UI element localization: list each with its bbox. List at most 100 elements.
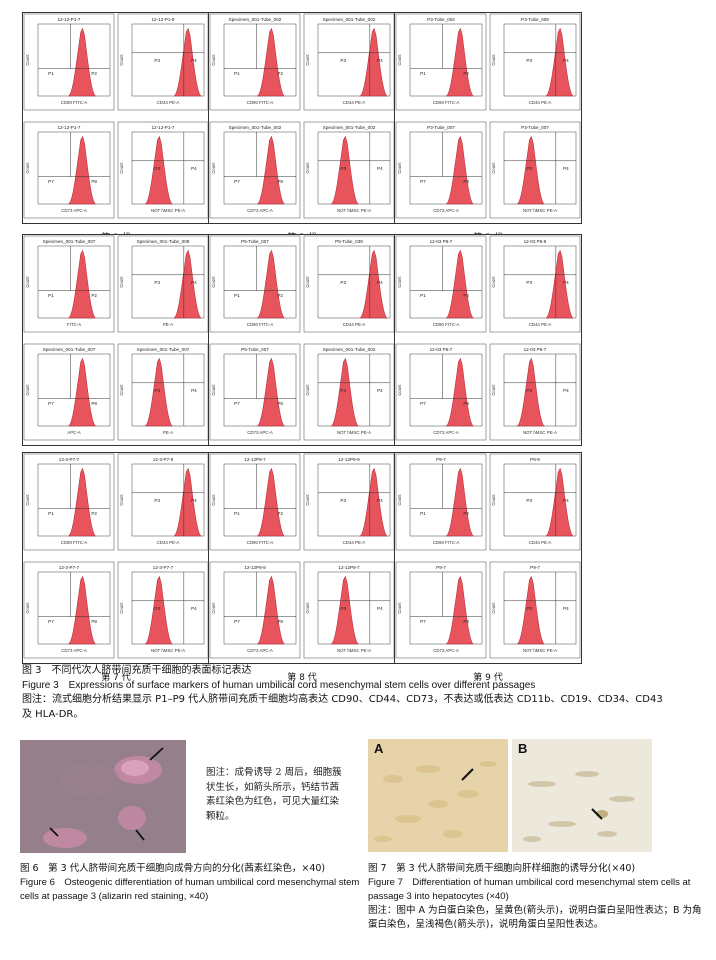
gate-label: P1 (420, 293, 426, 298)
histogram-peak (445, 249, 475, 319)
histogram-peak (516, 135, 546, 205)
histogram-panel: P9-7 Count NOT hMSC PE-A P3 P4 (489, 561, 581, 659)
histogram-panel: 12-12-P1-7 Count CD73 APC-A P7 P8 (23, 121, 115, 219)
panel-title: Specimen_001-Tube_007 (43, 347, 96, 352)
y-axis-label: Count (397, 494, 402, 506)
panel-title: Specimen_001-Tube_007 (43, 239, 96, 244)
x-axis-label: CD90 FITC-A (433, 540, 460, 545)
gate-label: P4 (563, 388, 569, 393)
gate-label: P7 (48, 619, 54, 624)
panel-title: Specimen_001-Tube_002 (323, 125, 376, 130)
panel-title: P9-9 (530, 457, 540, 462)
gate-label: P4 (563, 166, 569, 171)
histogram-peak (68, 249, 97, 319)
y-axis-label: Count (119, 494, 124, 506)
gate-label: P3 (154, 498, 160, 503)
panel-title: 12-12-P1-7 (152, 125, 175, 130)
gate-label: P4 (191, 606, 197, 611)
passage-8-histograms: 12-12P8-7 Count CD90 FITC-A P1 P2 12-12P8-9 Co… (208, 452, 396, 664)
gate-label: P4 (377, 498, 383, 503)
panel-title: P3-Tube_007 (521, 125, 549, 130)
x-axis-label: NOT hMSC PE-A (523, 208, 557, 213)
histogram-peak (545, 249, 574, 319)
gate-label: P4 (377, 280, 383, 285)
panel-title: P5-Tube_039 (335, 239, 363, 244)
histogram-panel: 12-3-P7-7 Count NOT hMSC PE-A P3 P4 (117, 561, 209, 659)
histogram-panel: 12-3-P7-7 Count CD73 APC-A P7 P8 (23, 561, 115, 659)
gate-label: P8 (463, 401, 469, 406)
x-axis-label: CD44 PE-A (343, 322, 366, 327)
x-axis-label: PE-A (163, 322, 173, 327)
figure7-title-en: Figure 7 Differentiation of human umbili… (368, 877, 691, 902)
x-axis-label: CD73 APC-A (61, 208, 87, 213)
gate-label: P3 (340, 388, 346, 393)
gate-label: P3 (526, 388, 532, 393)
gate-label: P3 (340, 498, 346, 503)
albumin-stain-photo: A (368, 739, 508, 852)
y-axis-label: Count (25, 494, 30, 506)
gate-label: P2 (463, 71, 469, 76)
gate-label: P2 (277, 71, 283, 76)
histogram-panel: P9-7 Count CD73 APC-A P7 P8 (395, 561, 487, 659)
gate-label: P3 (154, 606, 160, 611)
y-axis-label: Count (491, 494, 496, 506)
photo-label-b: B (518, 741, 527, 756)
histogram-panel: 12-03 P6-7 Count NOT hMSC PE-A P3 P4 (489, 343, 581, 441)
x-axis-label: CD90 FITC-A (247, 322, 274, 327)
gate-label: P4 (191, 280, 197, 285)
histogram-peak (257, 135, 286, 205)
gate-label: P7 (420, 179, 426, 184)
histogram-panel: 12-03 P6-7 Count CD90 FITC-A P1 P2 (395, 235, 487, 333)
y-axis-label: Count (305, 494, 310, 506)
histogram-peak (257, 27, 286, 97)
histogram-panel: Specimen_001-Tube_002 Count CD73 APC-A P7 P8 (209, 121, 301, 219)
y-axis-label: Count (25, 162, 30, 174)
y-axis-label: Count (491, 162, 496, 174)
histogram-peak (445, 357, 475, 427)
gate-label: P3 (526, 280, 532, 285)
panel-title: 12-03 P6-7 (430, 239, 453, 244)
passage-9-panel-group: P9-7 Count CD90 FITC-A P1 P2 P9-9 Count CD44 PE… (394, 452, 582, 683)
panel-title: P9-7 (530, 565, 540, 570)
panel-title: 12-12-P1-7 (58, 125, 81, 130)
x-axis-label: CD90 FITC-A (433, 322, 460, 327)
panel-title: Specimen_001-Tube_007 (137, 347, 190, 352)
histogram-panel: P5-Tube_007 Count CD73 APC-A P7 P8 (209, 343, 301, 441)
gate-label: P2 (91, 511, 97, 516)
y-axis-label: Count (25, 276, 30, 288)
x-axis-label: FITC-A (67, 322, 81, 327)
passage-2-histograms: Specimen_001-Tube_002 Count CD90 FITC-A P1 P… (208, 12, 396, 224)
histogram-panel: Specimen_001-Tube_002 Count CD90 FITC-A P1 P… (209, 13, 301, 111)
y-axis-label: Count (25, 54, 30, 66)
x-axis-label: NOT hMSC PE-A (337, 430, 371, 435)
figure7-caption: 图 7 第 3 代人脐带间充质干细胞向肝样细胞的诱导分化(×40) Figure… (368, 862, 708, 932)
x-axis-label: CD44 PE-A (529, 100, 552, 105)
x-axis-label: CD44 PE-A (157, 540, 180, 545)
gate-label: P4 (563, 606, 569, 611)
x-axis-label: CD90 FITC-A (433, 100, 460, 105)
panel-title: P3-Tube_002 (427, 17, 455, 22)
y-axis-label: Count (305, 162, 310, 174)
histogram-panel: P9-9 Count CD44 PE-A P3 P4 (489, 453, 581, 551)
gate-label: P8 (277, 179, 283, 184)
figure3-note-cont: 及 HLA-DR。 (22, 708, 84, 720)
gate-label: P3 (526, 166, 532, 171)
histogram-peak (173, 249, 202, 319)
gate-label: P3 (340, 58, 346, 63)
passage-2-panel-group: Specimen_001-Tube_002 Count CD90 FITC-A P1 P… (208, 12, 396, 243)
histogram-peak (545, 467, 574, 537)
gate-label: P2 (91, 293, 97, 298)
passage-8-panel-group: 12-12P8-7 Count CD90 FITC-A P1 P2 12-12P8-9 Co… (208, 452, 396, 683)
x-axis-label: CD73 APC-A (247, 430, 273, 435)
y-axis-label: Count (211, 162, 216, 174)
y-axis-label: Count (25, 602, 30, 614)
histogram-peak (257, 357, 286, 427)
histogram-panel: P5-Tube_039 Count CD44 PE-A P3 P4 (303, 235, 395, 333)
histogram-peak (68, 467, 97, 537)
histogram-panel: P3-Tube_007 Count CD73 APC-A P7 P8 (395, 121, 487, 219)
y-axis-label: Count (491, 602, 496, 614)
y-axis-label: Count (305, 384, 310, 396)
gate-label: P4 (377, 166, 383, 171)
